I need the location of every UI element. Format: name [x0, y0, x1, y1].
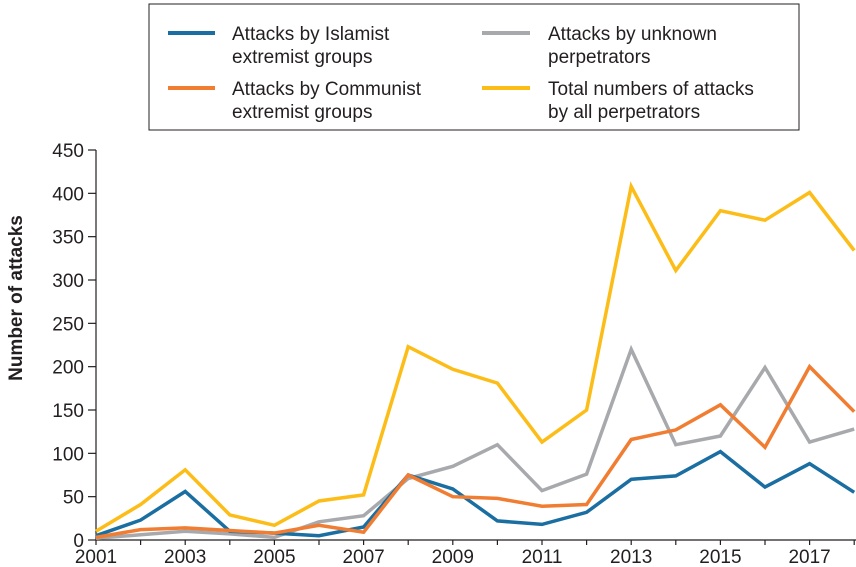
x-tick-label: 2013	[610, 547, 652, 567]
series-line-total	[95, 181, 856, 533]
x-tick-label: 2009	[432, 547, 474, 567]
series-line-unknown	[95, 344, 855, 541]
series-line-islamist	[95, 449, 856, 538]
x-tick-label: 2011	[522, 547, 563, 567]
series-line-communist	[95, 363, 856, 540]
legend-label-unknown-line1: Attacks by unknown	[548, 24, 717, 45]
y-tick-label: 0	[73, 531, 84, 552]
legend-label-communist-line1: Attacks by Communist	[232, 79, 422, 100]
y-tick-label: 300	[52, 271, 84, 292]
legend-entry-islamist: Attacks by Islamist extremist groups	[168, 24, 390, 68]
y-axis-ticks: 0 50 100 150 200 250 300 350 400 450	[52, 141, 96, 552]
legend-label-islamist-line1: Attacks by Islamist	[232, 24, 390, 45]
x-tick-label: 2017	[788, 547, 830, 567]
x-tick-label: 2015	[699, 547, 741, 567]
x-tick-label: 2007	[342, 547, 384, 567]
legend-box	[148, 3, 800, 131]
y-tick-label: 150	[52, 401, 84, 422]
y-tick-label: 350	[52, 228, 84, 249]
y-tick-label: 450	[52, 141, 84, 162]
series-lines	[95, 181, 856, 541]
legend-label-unknown-line2: perpetrators	[548, 47, 650, 68]
x-tick-label: 2003	[164, 547, 206, 567]
y-tick-label: 200	[52, 358, 84, 379]
legend: Attacks by Islamist extremist groups Att…	[148, 3, 800, 131]
y-tick-label: 250	[52, 314, 84, 335]
legend-label-total-line2: by all perpetrators	[548, 102, 700, 123]
legend-label-communist-line2: extremist groups	[232, 102, 372, 123]
y-tick-label: 100	[52, 444, 84, 465]
x-tick-label: 2005	[253, 547, 295, 567]
x-axis-ticks: 2001 2003 2005 2007 2009 2011 2013 2015 2017	[75, 540, 855, 567]
y-tick-label: 400	[52, 184, 84, 205]
x-tick-label: 2001	[75, 547, 117, 567]
y-tick-label: 50	[63, 488, 84, 509]
legend-label-total-line1: Total numbers of attacks	[548, 79, 754, 100]
y-axis-title: Number of attacks	[6, 215, 27, 381]
legend-entry-communist: Attacks by Communist extremist groups	[168, 79, 422, 123]
legend-entry-unknown: Attacks by unknown perpetrators	[482, 24, 717, 68]
legend-label-islamist-line2: extremist groups	[232, 47, 372, 68]
legend-entry-total: Total numbers of attacks by all perpetra…	[482, 79, 754, 123]
